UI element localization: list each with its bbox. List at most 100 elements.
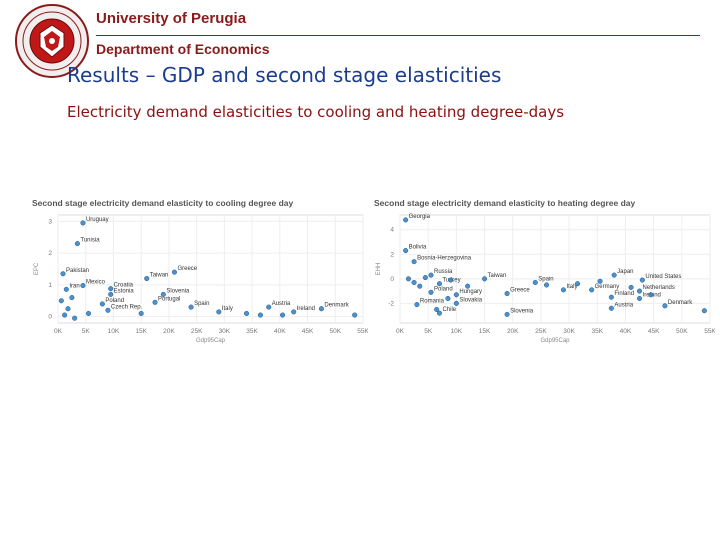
data-point: [138, 310, 144, 317]
point-label: Iran: [69, 283, 79, 289]
y-tick-label: 2: [48, 250, 52, 257]
point-label: Bosnia-Herzegovina: [417, 256, 472, 262]
data-point: [597, 278, 603, 284]
x-tick-label: 30K: [219, 328, 231, 335]
data-point: [574, 281, 581, 287]
data-point: [428, 272, 434, 278]
data-point: [453, 292, 459, 298]
university-seal-logo: [15, 4, 89, 78]
point-label: Mexico: [86, 280, 106, 286]
data-point: [243, 310, 250, 317]
data-point: [80, 282, 86, 289]
data-point: [69, 295, 75, 301]
x-tick-label: 45K: [648, 328, 660, 335]
point-label: Russia: [434, 269, 453, 275]
data-point: [639, 277, 645, 283]
data-point: [411, 259, 417, 265]
point-label: Taiwan: [488, 273, 507, 279]
data-point: [636, 288, 643, 294]
data-point: [411, 279, 417, 286]
data-point: [414, 302, 420, 308]
university-name: University of Perugia: [96, 10, 247, 27]
data-point: [403, 217, 409, 223]
y-axis-label: EPC: [34, 262, 40, 275]
data-point: [74, 241, 80, 247]
data-point: [436, 310, 443, 316]
y-tick-label: 4: [390, 227, 394, 234]
point-label: Taiwan: [150, 273, 169, 279]
data-point: [560, 287, 567, 293]
point-label: United States: [645, 274, 681, 280]
point-label: Tunisia: [80, 238, 100, 244]
data-point: [160, 291, 166, 297]
x-tick-label: 40K: [620, 328, 632, 335]
data-point: [405, 276, 412, 282]
point-label: Greece: [177, 266, 197, 272]
point-label: Czech Rep.: [111, 304, 143, 310]
x-tick-label: 35K: [246, 328, 258, 335]
data-point: [648, 292, 654, 298]
data-point: [608, 305, 614, 311]
data-point: [105, 307, 111, 313]
data-point: [422, 275, 428, 281]
y-tick-label: 3: [48, 218, 52, 225]
data-point: [628, 284, 634, 290]
x-tick-label: 10K: [108, 328, 120, 335]
plot-area: [399, 214, 711, 324]
point-label: Croatia: [114, 283, 134, 289]
data-point: [701, 308, 707, 314]
data-point: [216, 309, 222, 315]
x-tick-label: 55K: [704, 328, 715, 335]
chart-title: Second stage electricity demand elastici…: [32, 198, 293, 208]
data-point: [662, 303, 668, 309]
data-point: [448, 277, 454, 283]
data-point: [144, 275, 150, 282]
data-point: [280, 312, 286, 318]
data-point: [636, 295, 643, 302]
data-point: [58, 298, 64, 304]
point-label: Spain: [538, 277, 553, 283]
point-label: Portugal: [158, 296, 180, 302]
data-point: [291, 309, 297, 315]
point-label: Slovakia: [459, 297, 482, 303]
data-point: [99, 301, 105, 307]
data-point: [453, 300, 459, 306]
slide-subtitle: Electricity demand elasticities to cooli…: [67, 103, 565, 121]
point-label: Italy: [222, 306, 233, 312]
data-point: [60, 271, 66, 277]
data-point: [434, 306, 440, 313]
cooling-elasticity-chart: Second stage electricity demand elastici…: [28, 195, 369, 359]
data-point: [543, 282, 550, 288]
point-label: Ireland: [297, 306, 315, 312]
data-point: [266, 304, 272, 310]
x-tick-label: 5K: [424, 328, 433, 335]
point-label: Romania: [420, 299, 445, 305]
y-tick-label: -2: [388, 300, 394, 307]
heating-elasticity-chart: Second stage electricity demand elastici…: [370, 195, 716, 359]
header-divider: [96, 35, 700, 36]
y-tick-label: 0: [390, 276, 394, 283]
x-tick-label: 20K: [507, 328, 519, 335]
slide-title: Results – GDP and second stage elasticit…: [67, 63, 502, 87]
data-point: [72, 315, 78, 321]
x-tick-label: 45K: [302, 328, 314, 335]
point-label: Denmark: [324, 303, 349, 309]
point-label: Hungary: [459, 289, 482, 295]
data-point: [63, 286, 69, 292]
point-label: Pakistan: [66, 268, 89, 274]
x-tick-label: 50K: [676, 328, 688, 335]
x-tick-label: 15K: [479, 328, 491, 335]
data-point: [504, 311, 510, 317]
data-point: [318, 306, 324, 312]
data-point: [608, 294, 614, 300]
x-axis-label: Gdp95Cap: [540, 338, 570, 344]
x-tick-label: 25K: [535, 328, 547, 335]
point-label: Japan: [617, 269, 633, 275]
x-tick-label: 30K: [563, 328, 575, 335]
point-label: Austria: [614, 302, 633, 308]
data-point: [80, 220, 86, 226]
x-tick-label: 10K: [451, 328, 463, 335]
x-tick-label: 0K: [396, 328, 405, 335]
data-point: [403, 248, 409, 254]
data-point: [504, 290, 510, 297]
